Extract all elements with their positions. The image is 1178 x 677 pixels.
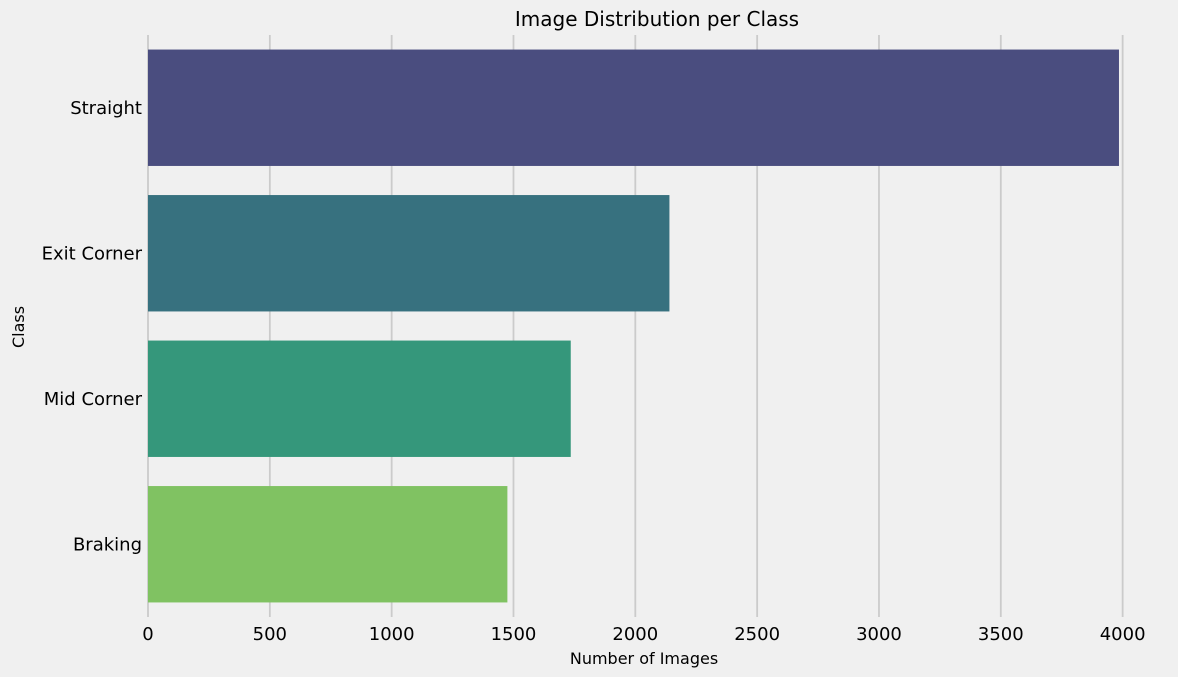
x-tick-labels: 0 500 1000 1500 2000 2500 3000 3500 4000 bbox=[142, 624, 1145, 645]
chart-title: Image Distribution per Class bbox=[515, 7, 799, 31]
y-tick-label-braking: Braking bbox=[73, 534, 142, 555]
bar-mid-corner bbox=[148, 340, 571, 457]
y-tick-label-straight: Straight bbox=[70, 98, 142, 119]
x-tick-label-1000: 1000 bbox=[369, 624, 415, 645]
y-tick-labels: Straight Exit Corner Mid Corner Braking bbox=[42, 98, 143, 556]
bar-straight bbox=[148, 49, 1119, 166]
bar-braking bbox=[148, 486, 508, 603]
x-tick-label-2500: 2500 bbox=[734, 624, 780, 645]
bars bbox=[148, 49, 1119, 603]
x-axis-label: Number of Images bbox=[570, 649, 718, 668]
x-tick-label-3000: 3000 bbox=[856, 624, 902, 645]
x-tick-label-500: 500 bbox=[253, 624, 287, 645]
y-axis-label: Class bbox=[9, 306, 28, 348]
bar-exit-corner bbox=[148, 195, 670, 312]
x-tick-label-0: 0 bbox=[142, 624, 153, 645]
y-tick-label-mid-corner: Mid Corner bbox=[44, 389, 143, 410]
x-tick-label-1500: 1500 bbox=[491, 624, 537, 645]
x-tick-label-2000: 2000 bbox=[612, 624, 658, 645]
x-tick-label-3500: 3500 bbox=[978, 624, 1024, 645]
x-tick-label-4000: 4000 bbox=[1100, 624, 1146, 645]
y-tick-label-exit-corner: Exit Corner bbox=[42, 243, 143, 264]
